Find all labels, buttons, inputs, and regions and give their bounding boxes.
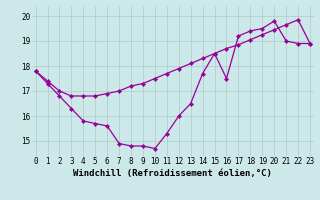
X-axis label: Windchill (Refroidissement éolien,°C): Windchill (Refroidissement éolien,°C) [73, 169, 272, 178]
